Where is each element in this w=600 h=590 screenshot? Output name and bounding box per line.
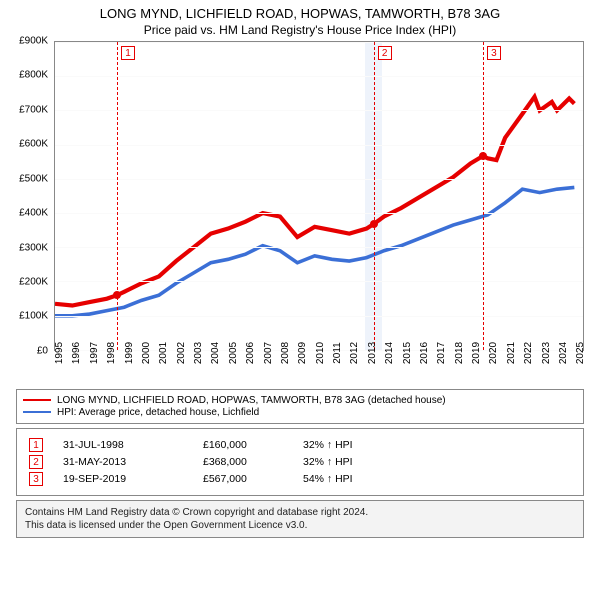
event-date: 19-SEP-2019 xyxy=(63,473,193,485)
x-tick-label: 2010 xyxy=(315,342,326,364)
y-tick-label: £0 xyxy=(37,345,48,356)
marker-label: 3 xyxy=(487,46,501,60)
x-tick-label: 1997 xyxy=(89,342,100,364)
y-tick-label: £400K xyxy=(19,208,48,219)
x-tick-label: 1995 xyxy=(54,342,65,364)
event-delta: 54% ↑ HPI xyxy=(303,473,577,485)
x-tick-label: 2025 xyxy=(575,342,586,364)
x-tick-label: 2007 xyxy=(263,342,274,364)
page-title: LONG MYND, LICHFIELD ROAD, HOPWAS, TAMWO… xyxy=(6,6,594,23)
marker-line xyxy=(117,42,118,350)
x-tick-label: 2006 xyxy=(245,342,256,364)
x-tick-label: 2004 xyxy=(210,342,221,364)
marker-label: 2 xyxy=(378,46,392,60)
event-row: 2 31-MAY-2013 £368,000 32% ↑ HPI xyxy=(23,455,577,469)
x-tick-label: 2024 xyxy=(558,342,569,364)
x-tick-label: 2022 xyxy=(523,342,534,364)
x-tick-label: 2003 xyxy=(193,342,204,364)
x-tick-label: 2012 xyxy=(349,342,360,364)
y-tick-label: £300K xyxy=(19,242,48,253)
x-tick-label: 2008 xyxy=(280,342,291,364)
event-delta: 32% ↑ HPI xyxy=(303,439,577,451)
x-tick-label: 2013 xyxy=(367,342,378,364)
x-tick-label: 2018 xyxy=(454,342,465,364)
x-tick-label: 2009 xyxy=(297,342,308,364)
legend-swatch xyxy=(23,399,51,401)
y-tick-label: £600K xyxy=(19,139,48,150)
footer-line: This data is licensed under the Open Gov… xyxy=(25,519,575,532)
x-tick-label: 2001 xyxy=(158,342,169,364)
footer-line: Contains HM Land Registry data © Crown c… xyxy=(25,506,575,519)
marker-dot xyxy=(113,291,121,299)
marker-dot xyxy=(370,220,378,228)
event-date: 31-JUL-1998 xyxy=(63,439,193,451)
x-tick-label: 2005 xyxy=(228,342,239,364)
x-tick-label: 2000 xyxy=(141,342,152,364)
legend-item: LONG MYND, LICHFIELD ROAD, HOPWAS, TAMWO… xyxy=(23,395,577,406)
y-tick-label: £700K xyxy=(19,104,48,115)
event-marker: 3 xyxy=(29,472,43,486)
y-tick-label: £200K xyxy=(19,277,48,288)
footer: Contains HM Land Registry data © Crown c… xyxy=(16,500,584,538)
event-row: 3 19-SEP-2019 £567,000 54% ↑ HPI xyxy=(23,472,577,486)
marker-label: 1 xyxy=(121,46,135,60)
x-tick-label: 2019 xyxy=(471,342,482,364)
x-tick-label: 1996 xyxy=(71,342,82,364)
marker-dot xyxy=(479,152,487,160)
x-axis: 1995199619971998199920002001200220032004… xyxy=(54,351,584,385)
y-tick-label: £900K xyxy=(19,35,48,46)
x-tick-label: 1999 xyxy=(124,342,135,364)
event-date: 31-MAY-2013 xyxy=(63,456,193,468)
event-price: £160,000 xyxy=(203,439,293,451)
event-marker: 2 xyxy=(29,455,43,469)
y-tick-label: £100K xyxy=(19,311,48,322)
plot-area: 1 2 3 xyxy=(54,41,584,351)
series-line-property xyxy=(55,97,574,306)
x-tick-label: 1998 xyxy=(106,342,117,364)
legend-item: HPI: Average price, detached house, Lich… xyxy=(23,407,577,418)
event-marker: 1 xyxy=(29,438,43,452)
x-tick-label: 2016 xyxy=(419,342,430,364)
series-line-hpi xyxy=(55,187,574,315)
x-tick-label: 2011 xyxy=(332,342,343,364)
event-price: £567,000 xyxy=(203,473,293,485)
event-price: £368,000 xyxy=(203,456,293,468)
x-tick-label: 2017 xyxy=(436,342,447,364)
legend-swatch xyxy=(23,411,51,413)
y-axis: £0£100K£200K£300K£400K£500K£600K£700K£80… xyxy=(6,41,50,351)
legend-label: LONG MYND, LICHFIELD ROAD, HOPWAS, TAMWO… xyxy=(57,395,446,406)
marker-line xyxy=(483,42,484,350)
events-table: 1 31-JUL-1998 £160,000 32% ↑ HPI 2 31-MAY-201… xyxy=(16,428,584,496)
x-tick-label: 2021 xyxy=(506,342,517,364)
chart: £0£100K£200K£300K£400K£500K£600K£700K£80… xyxy=(54,41,584,351)
event-row: 1 31-JUL-1998 £160,000 32% ↑ HPI xyxy=(23,438,577,452)
marker-line xyxy=(374,42,375,350)
legend: LONG MYND, LICHFIELD ROAD, HOPWAS, TAMWO… xyxy=(16,389,584,424)
x-tick-label: 2014 xyxy=(384,342,395,364)
chart-lines xyxy=(55,42,583,350)
page-subtitle: Price paid vs. HM Land Registry's House … xyxy=(6,23,594,37)
x-tick-label: 2020 xyxy=(488,342,499,364)
x-tick-label: 2002 xyxy=(176,342,187,364)
y-tick-label: £800K xyxy=(19,70,48,81)
x-tick-label: 2015 xyxy=(402,342,413,364)
legend-label: HPI: Average price, detached house, Lich… xyxy=(57,407,259,418)
x-tick-label: 2023 xyxy=(541,342,552,364)
y-tick-label: £500K xyxy=(19,173,48,184)
event-delta: 32% ↑ HPI xyxy=(303,456,577,468)
